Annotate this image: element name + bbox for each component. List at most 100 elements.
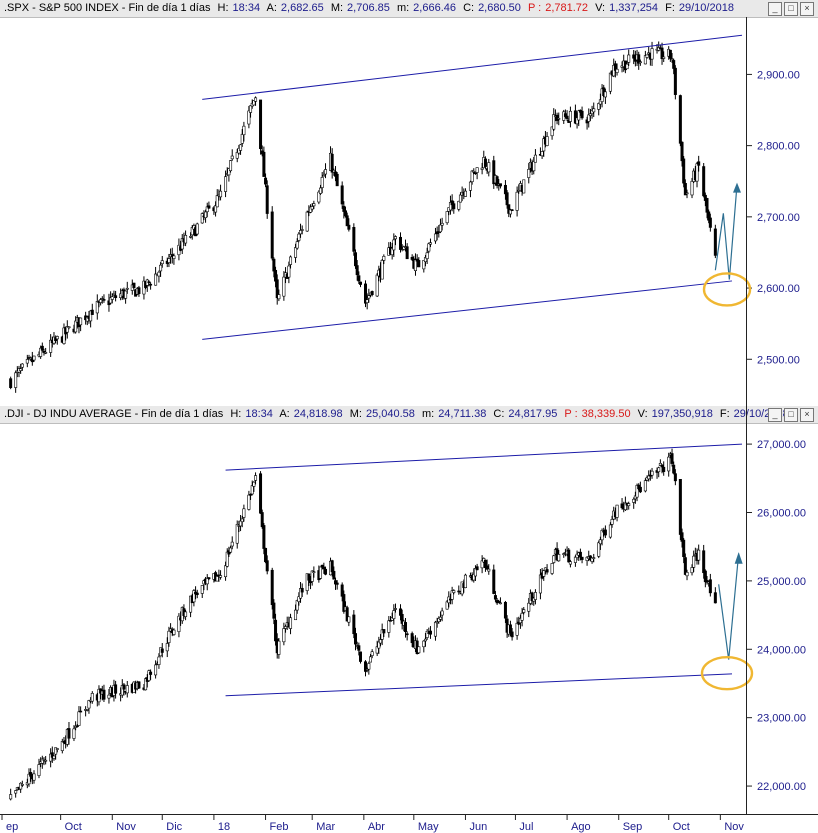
spx-chart-panel: .SPX - S&P 500 INDEX - Fin de día 1 días… [0, 0, 818, 406]
time-axis: ep Oct Nov Dic 18 Feb Mar Abr May Jun Jul Ago Sep Oct… [0, 814, 818, 833]
spx-candle-body [167, 258, 171, 263]
spx-candle-body [114, 295, 118, 299]
dji-candle-body [240, 518, 244, 523]
spx-upper-trendline [202, 34, 743, 100]
spx-candle-body [682, 158, 686, 184]
spx-candle-body [184, 235, 188, 244]
spx-candle-body [154, 273, 158, 286]
spx-candle-body [713, 228, 717, 256]
dji-upper-trendline [225, 443, 743, 471]
dji-candle-body [72, 728, 76, 739]
dji-candle-body [32, 773, 36, 781]
dji-candle-body [650, 470, 654, 476]
dji-candle-body [270, 569, 274, 606]
dji-candle-body [352, 614, 356, 635]
dji-candle-body [680, 532, 684, 542]
dji-candle-body [405, 633, 409, 636]
spx-candle-body [668, 49, 672, 59]
spx-candle-body [322, 174, 326, 177]
spx-ytick-label: 2,900.00 [757, 69, 800, 81]
spx-candle-body [270, 211, 274, 259]
dji-candle-body [207, 577, 211, 580]
spx-candle-body [254, 97, 258, 102]
spx-candle-body [357, 275, 361, 282]
spx-candle-body [275, 279, 279, 299]
dji-price-chart[interactable]: 22,000.00 23,000.00 24,000.00 25,000.00 26,0… [0, 423, 818, 814]
time-axis-label: Jul [519, 821, 533, 833]
spx-maximize-button[interactable]: □ [784, 2, 798, 16]
dji-candle-body [77, 711, 81, 726]
spx-candle-body [295, 241, 299, 249]
spx-candle-body [650, 48, 654, 60]
dji-candle-body [125, 685, 129, 694]
spx-candle-body [678, 95, 682, 144]
spx-candle-body [565, 115, 569, 119]
spx-candle-body [25, 359, 29, 364]
dji-close-button[interactable]: × [800, 408, 814, 422]
dji-candle-body [690, 567, 694, 574]
dji-candle-body [393, 608, 397, 610]
spx-candle-body [125, 287, 129, 290]
spx-candle-body [468, 181, 472, 191]
spx-candle-body [99, 299, 103, 303]
dji-candle-body [425, 630, 429, 638]
dji-candle-body [697, 549, 701, 561]
dji-ytick-label: 25,000.00 [757, 576, 806, 588]
spx-candle-body [297, 233, 301, 241]
dji-candle-body [433, 621, 437, 637]
spx-candle-body [39, 347, 43, 357]
spx-a-label: A: [266, 2, 277, 14]
dji-candle-body [229, 547, 233, 553]
dji-chart-panel: .DJI - DJ INDU AVERAGE - Fin de día 1 dí… [0, 406, 818, 814]
spx-v-label: V: [595, 2, 606, 14]
spx-candle-body [32, 355, 36, 361]
spx-candle-body [207, 205, 211, 209]
spx-candle-body [112, 293, 116, 296]
spx-candle-body [697, 161, 701, 166]
dji-candle-body [660, 464, 664, 468]
spx-candle-body [552, 114, 556, 130]
spx-arrow-head [733, 182, 742, 193]
dji-maximize-button[interactable]: □ [784, 408, 798, 422]
spx-candle-body [282, 276, 286, 297]
dji-candle-body [215, 576, 219, 582]
spx-candle-body [472, 170, 476, 173]
dji-candle-body [632, 498, 636, 503]
spx-candle-body [608, 72, 612, 92]
dji-candle-body [370, 651, 374, 656]
dji-minimize-button[interactable]: _ [768, 408, 782, 422]
spx-minimize-button[interactable]: _ [768, 2, 782, 16]
spx-p-value: 2,781.72 [545, 2, 589, 14]
spx-ytick-label: 2,500.00 [757, 354, 800, 366]
dji-candle-body [230, 541, 234, 547]
dji-candle-body [493, 595, 497, 600]
dji-candle-body [392, 610, 396, 619]
dji-candle-body [682, 539, 686, 558]
spx-candle-body [480, 167, 484, 170]
time-axis-label: Sep [623, 821, 643, 833]
dji-candle-body [330, 560, 334, 573]
spx-candle-body [344, 210, 348, 217]
dji-candle-body [154, 664, 158, 676]
spx-candle-body [340, 185, 344, 205]
dji-candle-body [510, 631, 514, 638]
spx-candle-body [229, 160, 233, 172]
dji-candle-body [417, 646, 421, 654]
dji-min-label: m: [421, 408, 435, 420]
spx-candle-body [95, 301, 99, 314]
spx-candle-body [330, 153, 334, 173]
dji-candle-body [247, 494, 251, 510]
dji-candle-body [354, 633, 358, 645]
dji-candle-body [557, 554, 561, 562]
spx-f-label: F: [665, 2, 675, 14]
spx-candle-body [473, 172, 477, 175]
dji-ytick-label: 23,000.00 [757, 713, 806, 725]
spx-candle-body [352, 226, 356, 252]
dji-candle-body [324, 568, 328, 575]
dji-f-label: F: [719, 408, 730, 420]
spx-close-button[interactable]: × [800, 2, 814, 16]
spx-price-chart[interactable]: 2,500.00 2,600.00 2,700.00 2,800.00 2,900.00 [0, 17, 818, 406]
spx-c-label: C: [463, 2, 475, 14]
dji-candle-body [515, 622, 519, 636]
spx-candle-body [603, 91, 607, 98]
